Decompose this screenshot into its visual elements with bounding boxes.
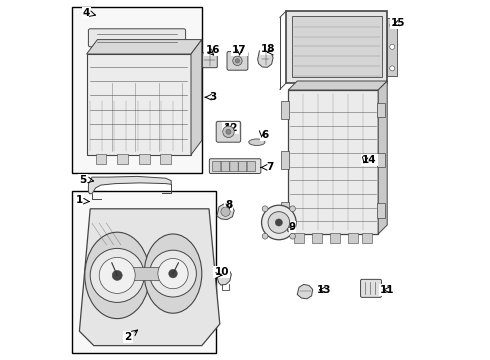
Text: 11: 11	[380, 285, 394, 295]
Circle shape	[158, 258, 188, 289]
Circle shape	[290, 206, 295, 212]
Text: 17: 17	[232, 45, 247, 55]
Circle shape	[268, 212, 290, 233]
Bar	[281, 101, 289, 119]
Circle shape	[262, 233, 268, 239]
Bar	[139, 154, 149, 164]
Polygon shape	[191, 40, 202, 155]
Bar	[87, 54, 191, 155]
FancyBboxPatch shape	[247, 161, 255, 172]
Text: 6: 6	[261, 130, 269, 140]
Bar	[312, 233, 321, 243]
Circle shape	[221, 207, 230, 216]
Polygon shape	[378, 81, 387, 234]
Text: 2: 2	[124, 332, 132, 342]
Circle shape	[149, 250, 196, 297]
Text: 15: 15	[391, 18, 405, 28]
Bar	[377, 103, 386, 117]
Text: 12: 12	[223, 123, 238, 133]
FancyBboxPatch shape	[88, 29, 186, 47]
Circle shape	[169, 269, 177, 278]
Polygon shape	[88, 176, 171, 194]
Bar	[286, 11, 387, 83]
Bar	[96, 154, 106, 164]
Text: 3: 3	[209, 92, 216, 102]
Text: 10: 10	[214, 267, 229, 277]
Text: 1: 1	[76, 195, 83, 205]
Circle shape	[222, 126, 234, 138]
FancyBboxPatch shape	[361, 279, 381, 297]
Text: 7: 7	[267, 162, 274, 172]
Text: 5: 5	[79, 175, 87, 185]
Bar	[387, 18, 397, 76]
Polygon shape	[297, 284, 313, 299]
FancyBboxPatch shape	[213, 161, 221, 172]
Circle shape	[390, 66, 395, 71]
Bar	[72, 7, 202, 173]
FancyBboxPatch shape	[221, 161, 229, 172]
Circle shape	[290, 233, 295, 239]
Circle shape	[390, 44, 395, 49]
Bar	[281, 151, 289, 169]
Ellipse shape	[85, 232, 149, 319]
Bar	[362, 233, 372, 243]
Text: 9: 9	[288, 222, 295, 232]
Bar	[292, 16, 382, 77]
Bar	[72, 191, 216, 353]
Text: 18: 18	[261, 44, 276, 54]
Circle shape	[262, 205, 296, 240]
Text: 14: 14	[362, 155, 376, 165]
Bar	[281, 202, 289, 220]
FancyBboxPatch shape	[230, 161, 238, 172]
Polygon shape	[79, 209, 220, 346]
Ellipse shape	[249, 139, 265, 145]
Circle shape	[390, 23, 395, 28]
FancyBboxPatch shape	[209, 159, 261, 174]
Polygon shape	[87, 40, 202, 54]
FancyBboxPatch shape	[216, 121, 241, 142]
Polygon shape	[288, 81, 387, 90]
FancyBboxPatch shape	[202, 53, 217, 68]
Bar	[347, 233, 358, 243]
Circle shape	[233, 56, 242, 66]
Polygon shape	[217, 203, 234, 220]
Bar	[288, 90, 378, 234]
FancyBboxPatch shape	[130, 267, 165, 280]
Circle shape	[99, 257, 135, 293]
Text: 8: 8	[225, 200, 232, 210]
Text: 16: 16	[205, 45, 220, 55]
Bar	[377, 203, 386, 218]
Circle shape	[235, 59, 240, 63]
Ellipse shape	[144, 234, 202, 313]
Bar	[330, 233, 340, 243]
Circle shape	[275, 219, 282, 226]
Polygon shape	[258, 49, 273, 67]
Bar	[160, 154, 171, 164]
Circle shape	[262, 206, 268, 212]
Bar	[117, 154, 128, 164]
Text: 13: 13	[317, 285, 331, 295]
Polygon shape	[217, 267, 231, 285]
Circle shape	[226, 129, 231, 134]
FancyBboxPatch shape	[239, 161, 247, 172]
Text: 4: 4	[83, 8, 90, 18]
Circle shape	[90, 248, 144, 302]
Bar	[294, 233, 304, 243]
Bar	[377, 153, 386, 167]
FancyBboxPatch shape	[227, 51, 248, 70]
Circle shape	[112, 270, 122, 280]
